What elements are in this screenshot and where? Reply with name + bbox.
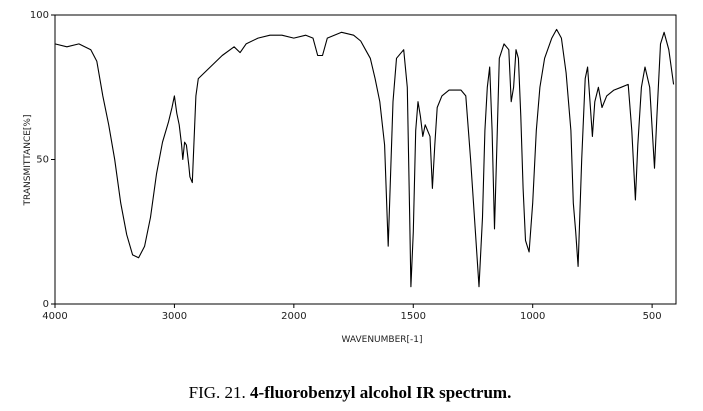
plot-frame (54, 14, 677, 305)
x-tick-label: 1000 (520, 311, 545, 322)
spectrum-line (54, 28, 675, 288)
y-tick-label: 50 (36, 155, 49, 166)
caption-label: FIG. 21. (189, 383, 246, 402)
x-tick-label: 1500 (401, 311, 426, 322)
y-axis-label: TRANSMITTANCE[%] (23, 115, 33, 207)
x-tick-label: 4000 (42, 311, 67, 322)
x-tick-label: 3000 (162, 311, 187, 322)
x-tick-label: 500 (643, 311, 662, 322)
chart-title: 4-fluorobenzyl alcohol IR spectrum. (250, 383, 511, 402)
x-tick-label: 2000 (281, 311, 306, 322)
y-tick-label: 0 (43, 299, 49, 310)
y-tick-label: 100 (30, 10, 49, 21)
caption: FIG. 21. 4-fluorobenzyl alcohol IR spect… (189, 383, 512, 402)
x-axis-label: WAVENUMBER[-1] (341, 335, 422, 345)
